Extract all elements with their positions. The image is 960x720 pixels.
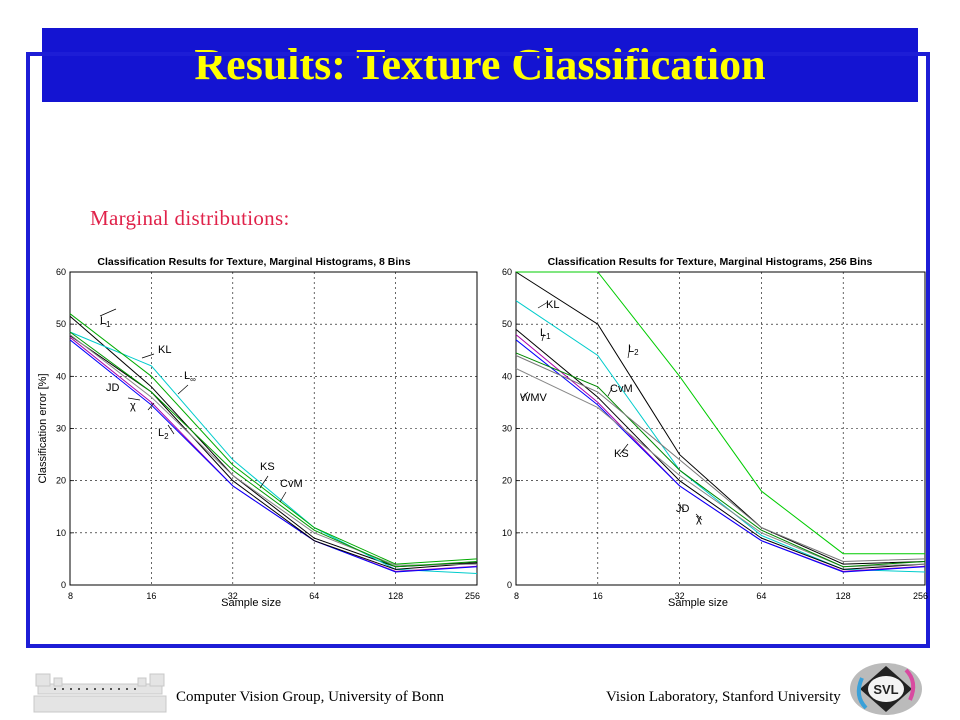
y-tick-label: 40: [56, 371, 66, 381]
series-line: [515, 368, 926, 568]
series-annotation: KL: [158, 344, 171, 356]
series-annotation: KL: [546, 299, 559, 311]
y-tick-label: 20: [56, 476, 66, 486]
series-line: [69, 339, 478, 573]
series-line: [69, 334, 478, 566]
series-line: [69, 335, 478, 570]
grid-lines: [516, 272, 925, 585]
chart-256-bins: Classification Results for Texture, Marg…: [502, 256, 928, 609]
series-annotation: L1: [540, 327, 551, 341]
footer-left: Computer Vision Group, University of Bon…: [176, 689, 444, 705]
series-line: [515, 339, 926, 573]
y-tick-label: 0: [61, 580, 66, 590]
x-tick-label: 128: [388, 591, 403, 601]
x-tick-label: 256: [465, 591, 480, 601]
series-annotation: KS: [614, 448, 629, 460]
university-logo: [33, 673, 167, 713]
annotation-leader: [607, 387, 613, 397]
annotation-leader: [619, 443, 629, 455]
series-line: [69, 336, 478, 572]
x-tick-label: 32: [675, 591, 685, 601]
series-line: [69, 331, 478, 568]
annotation-leader: [141, 353, 155, 359]
x-axis-label: Sample size: [668, 597, 728, 609]
y-tick-label: 10: [502, 528, 512, 538]
x-tick-label: 64: [756, 591, 766, 601]
annotation-leader: [521, 391, 529, 399]
series-line: [69, 313, 478, 565]
series-line: [515, 300, 926, 573]
y-tick-label: 50: [502, 319, 512, 329]
series-annotation: L2: [158, 427, 169, 441]
y-axis-label: Classification error [%]: [37, 373, 49, 483]
x-tick-label: 32: [228, 591, 238, 601]
annotation-leader: [167, 424, 175, 435]
series-line: [515, 271, 926, 565]
annotation-leader: [695, 513, 703, 521]
series-annotation: χ: [130, 400, 136, 412]
annotation-leader: [127, 397, 141, 401]
annotation-leader: [537, 301, 549, 309]
annotation-leader: [259, 475, 269, 489]
series-line: [516, 271, 925, 555]
y-tick-label: 60: [56, 267, 66, 277]
series-line: [515, 355, 926, 563]
series-annotation: χ: [696, 513, 702, 525]
svl-logo: SVL: [850, 663, 922, 715]
series-line: [515, 329, 926, 570]
series-line: [69, 331, 478, 574]
x-tick-label: 8: [514, 591, 519, 601]
annotation-leader: [541, 333, 545, 342]
y-tick-label: 30: [56, 424, 66, 434]
y-tick-label: 30: [502, 424, 512, 434]
y-tick-label: 60: [502, 267, 512, 277]
annotation-leader: [147, 402, 155, 411]
series-annotation: L2: [628, 343, 639, 357]
series-annotation: WMV: [520, 392, 548, 404]
slide-title: Results: Texture Classification: [194, 40, 766, 89]
x-tick-label: 128: [836, 591, 851, 601]
y-tick-label: 10: [56, 528, 66, 538]
series-line: [515, 334, 926, 572]
x-axis-label: Sample size: [221, 597, 281, 609]
annotation-leader: [99, 308, 117, 317]
y-tick-label: 0: [507, 580, 512, 590]
grid-lines: [70, 272, 477, 585]
y-tick-label: 50: [56, 319, 66, 329]
series-annotation: CvM: [610, 383, 633, 395]
footer-right: Vision Laboratory, Stanford University: [606, 689, 841, 705]
annotation-leader: [677, 503, 685, 511]
series-annotation: KS: [260, 461, 275, 473]
series-line: [515, 352, 926, 568]
annotation-leader: [177, 384, 189, 395]
slide-frame: [26, 52, 930, 648]
chart-title: Classification Results for Texture, Marg…: [548, 256, 873, 268]
chart-title: Classification Results for Texture, Marg…: [97, 256, 410, 268]
x-tick-label: 256: [913, 591, 928, 601]
y-tick-label: 40: [502, 371, 512, 381]
series-annotation: L∞: [184, 370, 196, 384]
series-annotation: JD: [106, 382, 120, 394]
series-annotation: CvM: [280, 478, 303, 490]
x-tick-label: 16: [146, 591, 156, 601]
x-tick-label: 16: [593, 591, 603, 601]
slide-subtitle: Marginal distributions:: [90, 206, 290, 230]
chart-8-bins: Classification Results for Texture, Marg…: [37, 256, 480, 609]
title-bar: [42, 28, 918, 102]
svg-text:SVL: SVL: [873, 682, 898, 697]
series-line: [69, 315, 478, 568]
x-tick-label: 8: [68, 591, 73, 601]
annotation-leader: [627, 345, 631, 359]
x-tick-label: 64: [309, 591, 319, 601]
series-annotation: L1: [100, 315, 111, 329]
y-tick-label: 20: [502, 476, 512, 486]
annotation-leader: [279, 491, 287, 503]
